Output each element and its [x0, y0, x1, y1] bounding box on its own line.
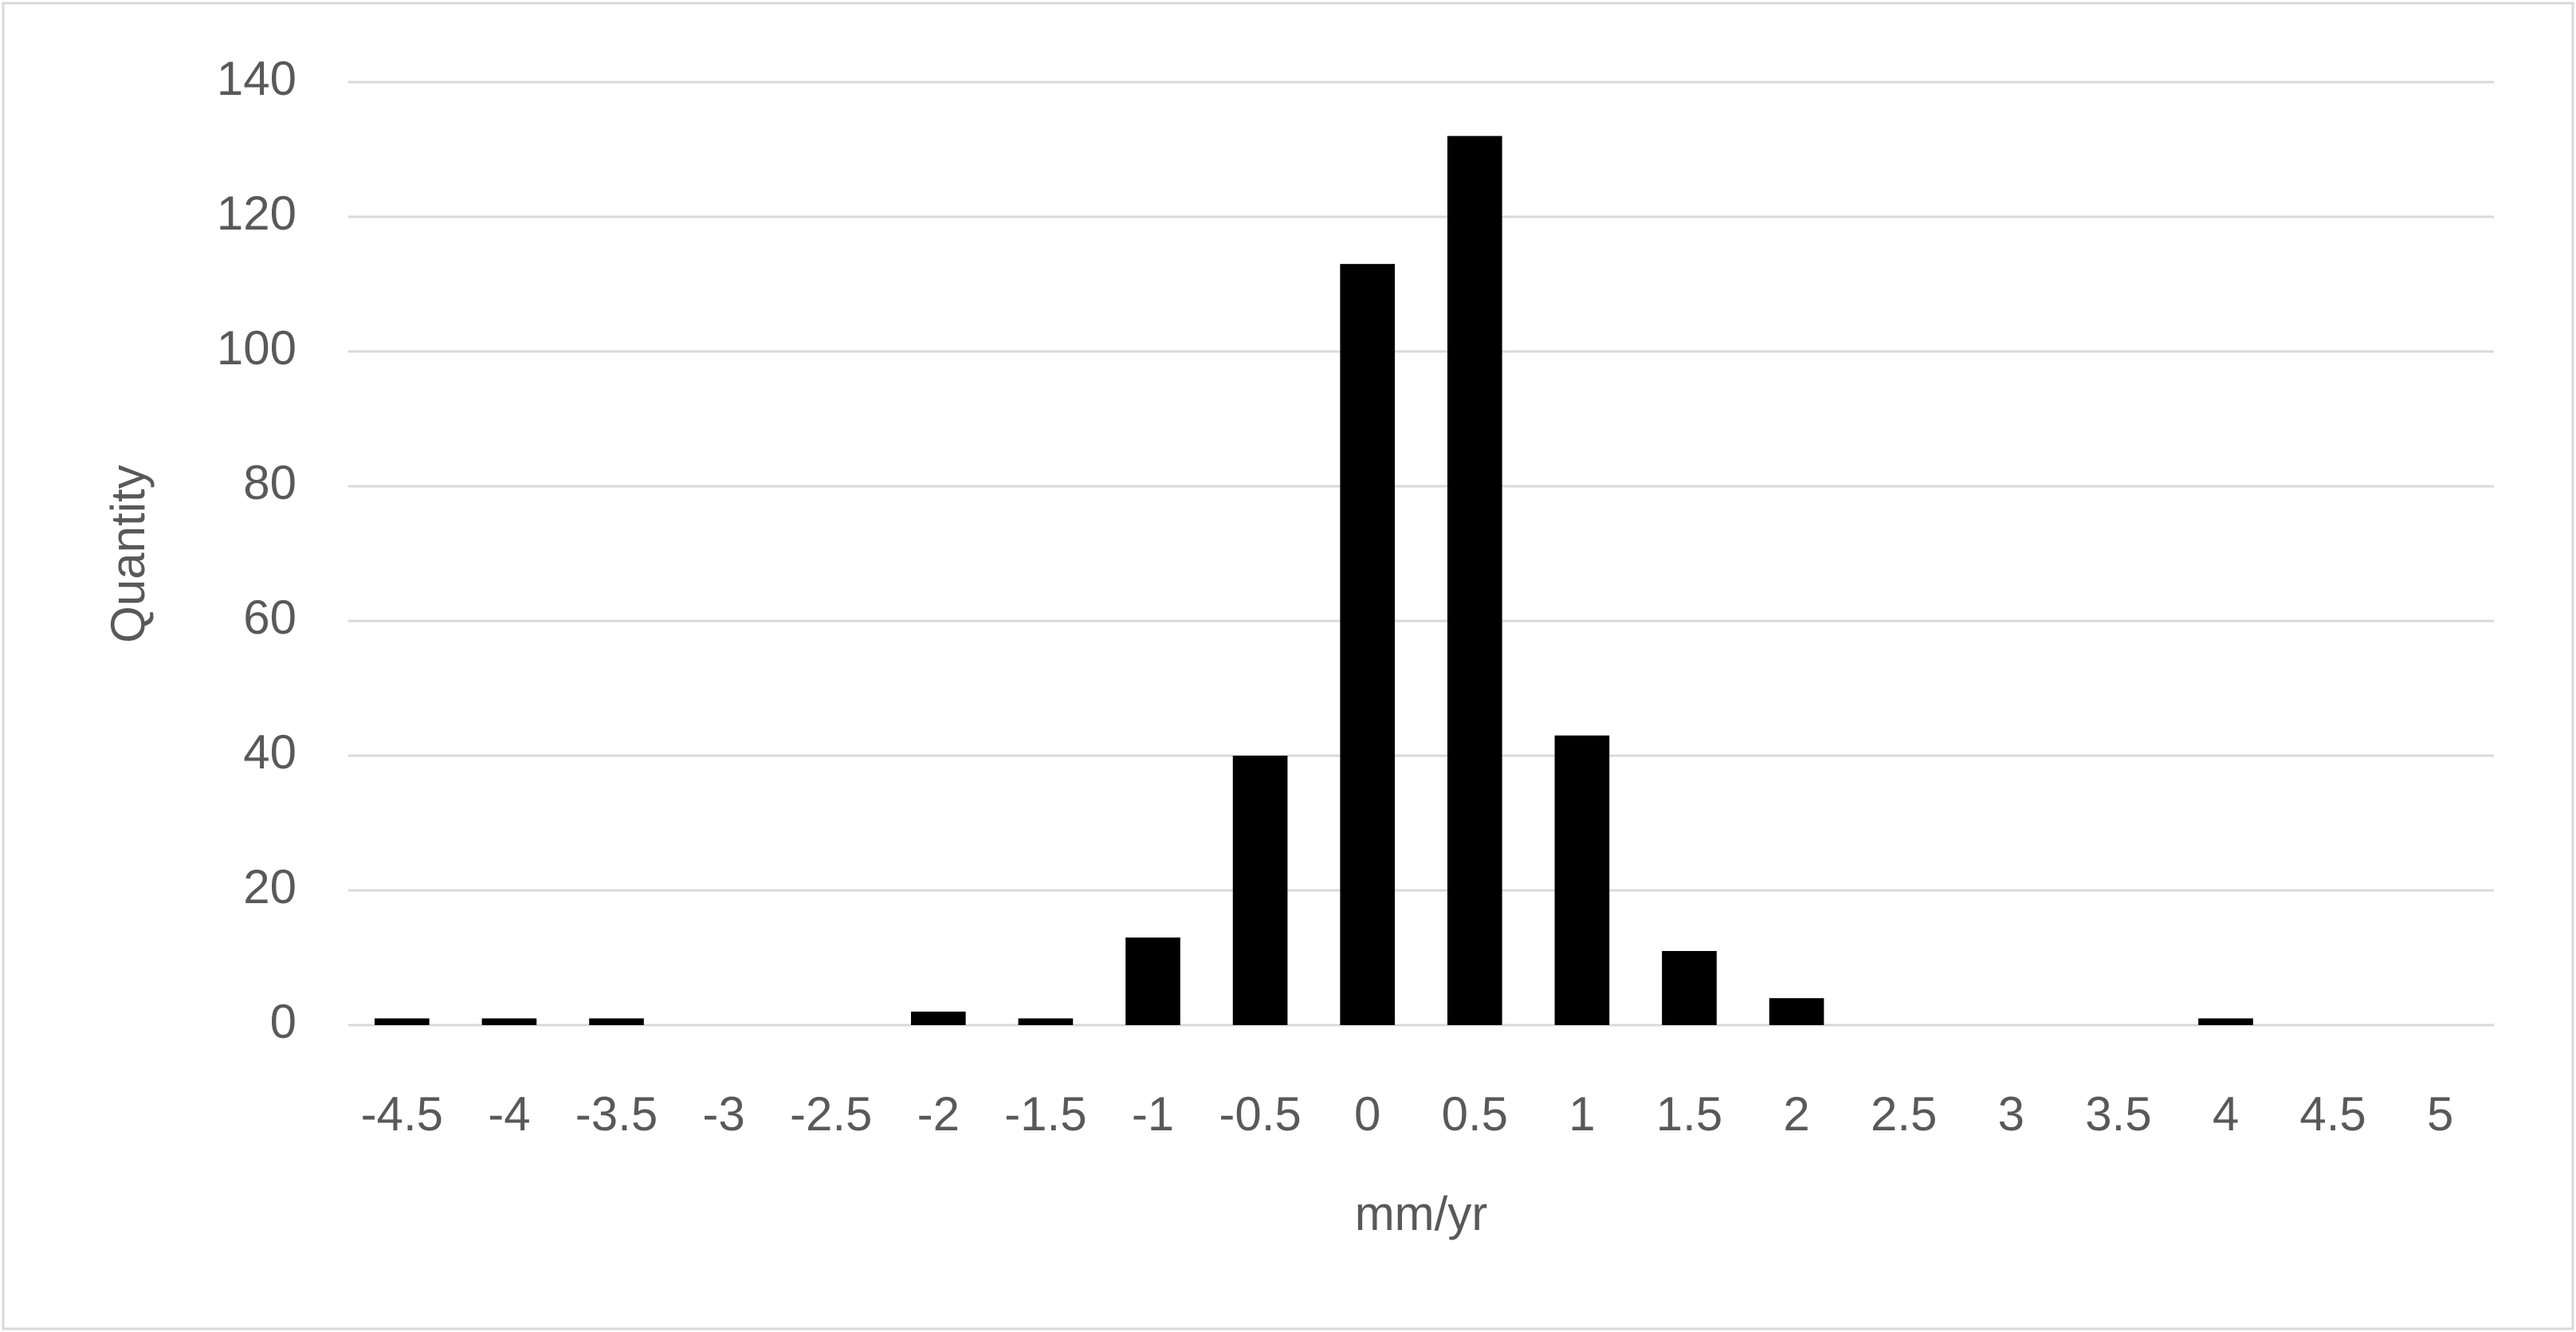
bar — [2198, 1018, 2253, 1025]
x-axis-label: mm/yr — [1355, 1187, 1488, 1240]
bar — [1018, 1018, 1074, 1025]
bar — [1447, 136, 1502, 1026]
x-tick-label: -3 — [702, 1087, 744, 1141]
x-tick-label: -4.5 — [361, 1087, 443, 1141]
x-tick-label: -1.5 — [1004, 1087, 1086, 1141]
x-tick-label: 4 — [2213, 1087, 2239, 1141]
bar — [1769, 998, 1824, 1025]
x-tick-label: 1.5 — [1656, 1087, 1722, 1141]
bar — [1554, 735, 1610, 1025]
bar — [1340, 264, 1396, 1025]
bar — [910, 1012, 966, 1025]
x-tick-label: 0.5 — [1442, 1087, 1508, 1141]
bar — [589, 1018, 644, 1025]
x-tick-label: 3 — [1998, 1087, 2024, 1141]
x-tick-label: -0.5 — [1219, 1087, 1301, 1141]
y-tick-label: 100 — [217, 321, 296, 375]
x-tick-label: -2 — [917, 1087, 960, 1141]
y-tick-label: 20 — [243, 860, 296, 914]
y-tick-label: 40 — [243, 725, 296, 779]
x-tick-label: 1 — [1569, 1087, 1595, 1141]
y-tick-label: 140 — [217, 52, 296, 105]
bar — [481, 1018, 537, 1025]
x-tick-label: 3.5 — [2085, 1087, 2151, 1141]
y-tick-label: 0 — [270, 995, 296, 1048]
bar — [1662, 951, 1717, 1025]
y-tick-label: 60 — [243, 591, 296, 644]
y-axis-label: Quantity — [101, 465, 155, 642]
x-tick-label: -1 — [1132, 1087, 1174, 1141]
x-tick-label: 0 — [1354, 1087, 1380, 1141]
x-tick-label: 2 — [1783, 1087, 1809, 1141]
x-tick-label: 2.5 — [1871, 1087, 1937, 1141]
x-tick-label: 5 — [2427, 1087, 2453, 1141]
y-tick-label: 80 — [243, 456, 296, 509]
bar — [1125, 937, 1180, 1025]
bar — [1232, 756, 1288, 1025]
x-tick-label: -4 — [488, 1087, 530, 1141]
bar — [374, 1018, 430, 1025]
y-tick-label: 120 — [217, 187, 296, 240]
x-tick-label: -3.5 — [575, 1087, 658, 1141]
x-tick-label: -2.5 — [790, 1087, 872, 1141]
x-tick-label: 4.5 — [2299, 1087, 2366, 1141]
